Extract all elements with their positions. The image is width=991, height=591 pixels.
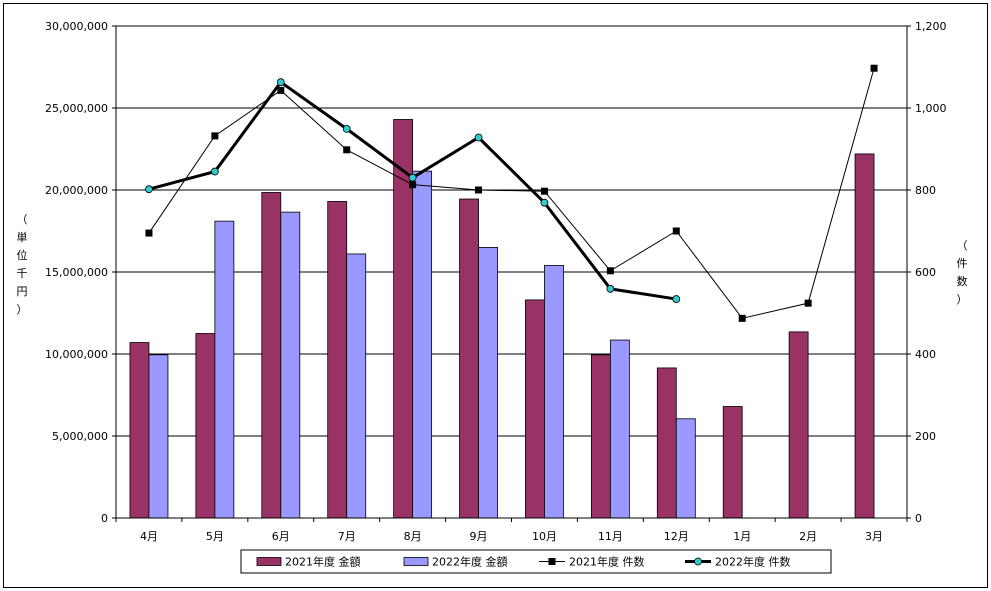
bar-2-5 bbox=[412, 170, 433, 519]
point-circle-3 bbox=[276, 78, 285, 87]
x-tick-label: 9月 bbox=[470, 530, 488, 543]
legend-label-1: 2021年度 金額 bbox=[285, 555, 361, 569]
left-tick-label: 30,000,000 bbox=[45, 20, 108, 33]
right-label-char: 件 bbox=[957, 257, 968, 270]
bar-2-3 bbox=[280, 211, 301, 519]
bar-1-8 bbox=[590, 354, 611, 519]
grid-lines bbox=[112, 25, 911, 522]
left-tick-label: 15,000,000 bbox=[45, 266, 108, 279]
bar-1-11 bbox=[788, 331, 809, 519]
x-tick-label: 4月 bbox=[140, 530, 158, 543]
legend-box bbox=[240, 549, 832, 574]
left-axis-tick-labels: 0 5,000,000 10,000,000 15,000,000 20,000,000… bbox=[45, 20, 108, 525]
lines bbox=[145, 64, 878, 322]
point-square-6 bbox=[475, 186, 483, 194]
legend-swatch-2 bbox=[403, 557, 429, 566]
point-circle-1 bbox=[145, 185, 153, 194]
bar-2-1 bbox=[148, 354, 169, 519]
x-tick-label: 11月 bbox=[598, 530, 623, 543]
bar-1-12 bbox=[854, 153, 875, 519]
right-tick-label: 200 bbox=[915, 430, 936, 443]
point-square-3 bbox=[277, 86, 285, 94]
left-tick-label: 5,000,000 bbox=[52, 430, 108, 443]
point-circle-2 bbox=[210, 167, 219, 176]
point-square-12 bbox=[870, 64, 878, 72]
point-square-2 bbox=[211, 132, 219, 140]
plot-area-border bbox=[115, 25, 908, 519]
left-label-char: 千 bbox=[17, 267, 28, 280]
bars bbox=[129, 119, 875, 519]
right-tick-label: 800 bbox=[915, 184, 936, 197]
x-tick-label: 7月 bbox=[338, 530, 356, 543]
left-axis-label: （ 単位千円 ） bbox=[17, 213, 28, 316]
left-tick-label: 10,000,000 bbox=[45, 348, 108, 361]
right-label-char: 数 bbox=[957, 275, 968, 288]
left-label-char: 円 bbox=[17, 285, 28, 298]
x-tick-label: 2月 bbox=[799, 530, 817, 543]
right-label-text: （ 件数 ） bbox=[957, 239, 968, 306]
point-circle-8 bbox=[606, 284, 615, 293]
left-label-char: 単 bbox=[17, 230, 28, 244]
point-square-4 bbox=[343, 146, 351, 154]
right-axis-tick-labels: 0 200 400 600 800 1,000 1,200 bbox=[915, 20, 947, 525]
point-square-1 bbox=[145, 229, 153, 237]
point-circle-6 bbox=[474, 133, 483, 142]
right-tick-label: 400 bbox=[915, 348, 936, 361]
bar-1-3 bbox=[261, 192, 282, 519]
point-circle-7 bbox=[540, 198, 549, 207]
x-tick-label: 3月 bbox=[865, 530, 883, 543]
left-label-text: （ 単位千円 ） bbox=[17, 213, 28, 316]
left-label-char: 位 bbox=[17, 248, 28, 262]
point-square-7 bbox=[540, 187, 548, 195]
legend-label-3: 2021年度 件数 bbox=[569, 555, 645, 569]
bar-2-8 bbox=[609, 339, 630, 519]
right-label-paren-open: （ bbox=[957, 239, 968, 252]
x-axis-tick-labels: 4月 5月 6月 7月 8月 9月 10月 11月 12月 1月 2月 3月 bbox=[140, 530, 883, 543]
point-circle-5 bbox=[408, 173, 417, 182]
x-tick-label: 1月 bbox=[733, 530, 751, 543]
legend: 2021年度 金額 2022年度 金額 2021年度 件数 2022年度 件数 bbox=[240, 549, 832, 574]
left-label-paren-open: （ bbox=[17, 213, 28, 226]
x-tick-label: 6月 bbox=[272, 530, 290, 543]
point-circle-9 bbox=[672, 295, 681, 303]
right-tick-label: 600 bbox=[915, 266, 936, 279]
bar-1-2 bbox=[195, 333, 216, 519]
point-square-8 bbox=[606, 267, 614, 275]
bar-2-6 bbox=[478, 246, 498, 519]
point-square-9 bbox=[672, 227, 680, 235]
point-circle-4 bbox=[342, 125, 351, 133]
bar-1-6 bbox=[459, 198, 479, 519]
bar-1-9 bbox=[656, 367, 677, 519]
right-tick-label: 1,000 bbox=[915, 102, 947, 115]
bar-2-2 bbox=[214, 220, 235, 519]
x-tick-label: 10月 bbox=[532, 530, 557, 543]
bar-1-4 bbox=[327, 201, 348, 519]
bar-1-10 bbox=[722, 406, 743, 519]
bar-1-7 bbox=[525, 299, 545, 519]
bar-1-1 bbox=[129, 342, 150, 519]
point-square-10 bbox=[738, 314, 746, 322]
legend-label-4: 2022年度 件数 bbox=[715, 555, 791, 569]
right-axis-label: （ 件数 ） bbox=[957, 239, 968, 306]
right-tick-label: 0 bbox=[915, 512, 922, 525]
x-tick-label: 12月 bbox=[664, 530, 689, 543]
point-square-5 bbox=[409, 181, 417, 189]
bar-2-9 bbox=[675, 418, 696, 519]
legend-label-2: 2022年度 金額 bbox=[432, 555, 508, 569]
left-tick-label: 25,000,000 bbox=[45, 102, 108, 115]
legend-swatch-1 bbox=[256, 557, 282, 566]
left-tick-label: 20,000,000 bbox=[45, 184, 108, 197]
bar-2-7 bbox=[544, 265, 564, 519]
x-tick-label: 5月 bbox=[206, 530, 224, 543]
bar-2-4 bbox=[346, 253, 367, 519]
left-tick-label: 0 bbox=[101, 512, 108, 525]
left-label-paren-close: ） bbox=[17, 303, 28, 316]
right-tick-label: 1,200 bbox=[915, 20, 947, 33]
point-square-11 bbox=[804, 299, 812, 307]
x-tick-label: 8月 bbox=[404, 530, 422, 543]
legend-marker-3 bbox=[548, 558, 556, 565]
legend-marker-4 bbox=[694, 557, 702, 566]
right-label-paren-close: ） bbox=[957, 293, 968, 306]
